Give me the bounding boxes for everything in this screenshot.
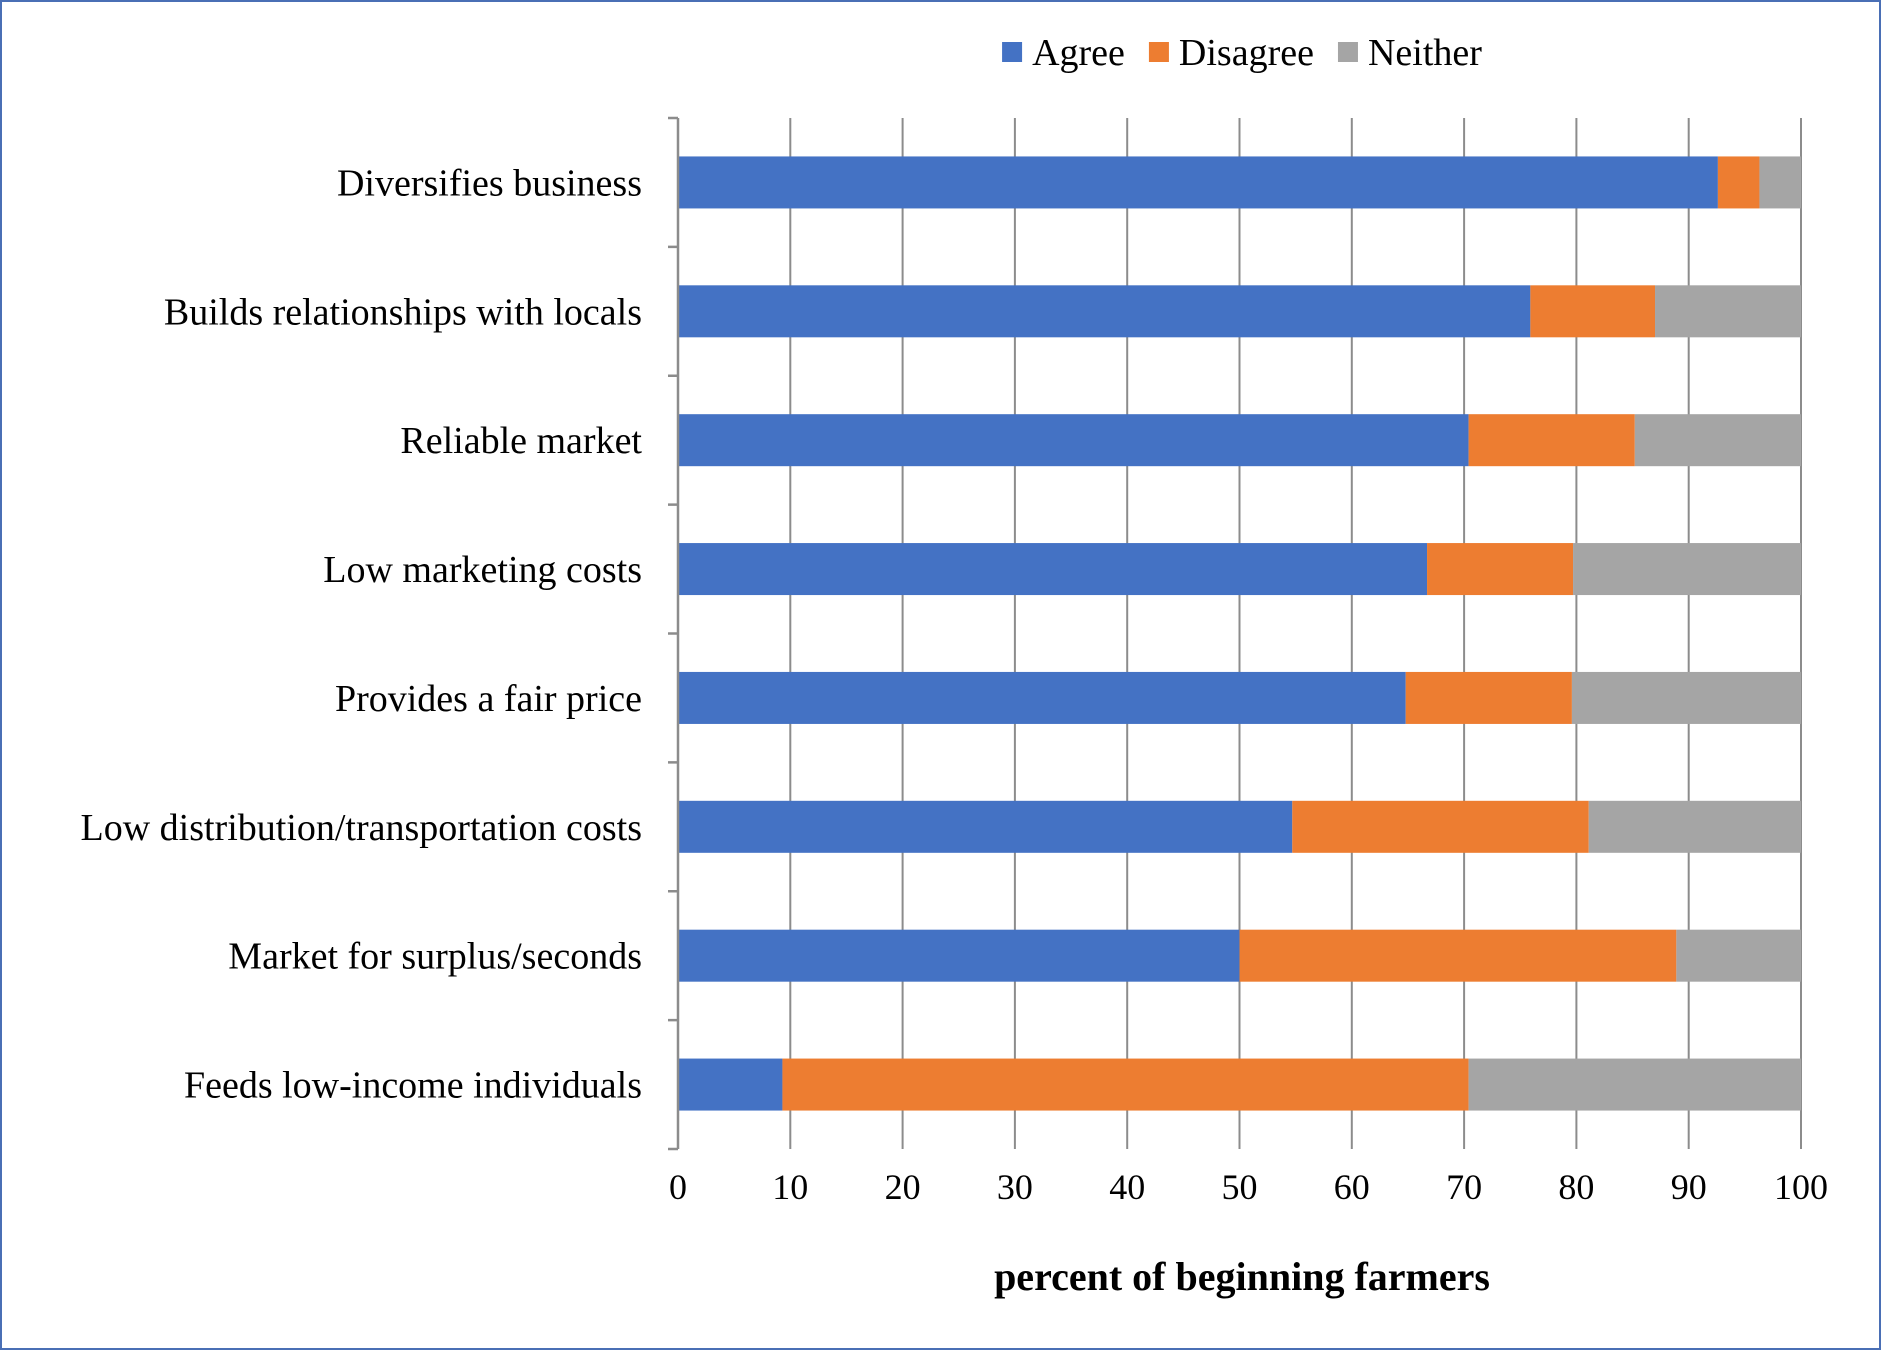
- bar-agree-0: [678, 156, 1718, 209]
- legend-swatch-agree: [1002, 42, 1023, 62]
- x-tick-label-80: 80: [1558, 1167, 1594, 1207]
- x-tick-label-70: 70: [1446, 1167, 1482, 1207]
- category-label-1: Builds relationships with locals: [164, 291, 642, 333]
- bar-disagree-2: [1468, 414, 1635, 467]
- x-tick-labels: 0 10 20 30 40 50 60 70 80 90 100: [669, 1167, 1828, 1207]
- x-tick-label-20: 20: [885, 1167, 921, 1207]
- bar-neither-6: [1676, 929, 1801, 982]
- legend-label-disagree: Disagree: [1179, 32, 1314, 74]
- bar-disagree-1: [1530, 285, 1656, 338]
- bar-disagree-0: [1717, 156, 1760, 209]
- bar-neither-0: [1759, 156, 1801, 209]
- axes: [668, 116, 680, 1151]
- category-labels: Diversifies business Builds relationships…: [80, 162, 642, 1106]
- category-label-3: Low marketing costs: [323, 549, 642, 591]
- bar-agree-7: [678, 1058, 783, 1111]
- bar-neither-2: [1634, 414, 1801, 467]
- bar-neither-7: [1468, 1058, 1801, 1111]
- bar-agree-6: [678, 929, 1240, 982]
- category-label-0: Diversifies business: [337, 162, 642, 204]
- legend-label-agree: Agree: [1032, 32, 1125, 74]
- category-label-2: Reliable market: [400, 420, 642, 462]
- bar-disagree-5: [1292, 800, 1589, 853]
- legend-swatch-disagree: [1148, 42, 1169, 62]
- legend: Agree Disagree Neither: [1002, 32, 1482, 74]
- x-tick-label-100: 100: [1774, 1167, 1828, 1207]
- bar-neither-5: [1588, 800, 1801, 853]
- bar-agree-4: [678, 671, 1406, 724]
- category-label-5: Low distribution/transportation costs: [80, 807, 642, 849]
- category-label-4: Provides a fair price: [335, 678, 642, 720]
- bar-agree-3: [678, 543, 1428, 596]
- x-axis-title: percent of beginning farmers: [994, 1254, 1490, 1299]
- category-label-6: Market for surplus/seconds: [228, 936, 642, 978]
- x-tick-label-90: 90: [1671, 1167, 1707, 1207]
- bar-neither-4: [1571, 671, 1801, 724]
- bars: [678, 156, 1801, 1111]
- bar-agree-5: [678, 800, 1293, 853]
- x-tick-label-0: 0: [669, 1167, 687, 1207]
- bar-agree-1: [678, 285, 1531, 338]
- x-tick-label-30: 30: [997, 1167, 1033, 1207]
- category-label-7: Feeds low-income individuals: [184, 1065, 642, 1107]
- legend-swatch-neither: [1337, 42, 1358, 62]
- x-tick-label-50: 50: [1222, 1167, 1258, 1207]
- bar-disagree-3: [1427, 543, 1574, 596]
- bar-disagree-6: [1239, 929, 1677, 982]
- bar-neither-1: [1655, 285, 1801, 338]
- x-tick-label-60: 60: [1334, 1167, 1370, 1207]
- legend-label-neither: Neither: [1368, 32, 1482, 74]
- bar-neither-3: [1573, 543, 1801, 596]
- x-tick-label-10: 10: [772, 1167, 808, 1207]
- bar-agree-2: [678, 414, 1469, 467]
- gridlines: [789, 118, 1802, 1149]
- bar-disagree-7: [782, 1058, 1469, 1111]
- bar-disagree-4: [1405, 671, 1572, 724]
- x-tick-label-40: 40: [1109, 1167, 1145, 1207]
